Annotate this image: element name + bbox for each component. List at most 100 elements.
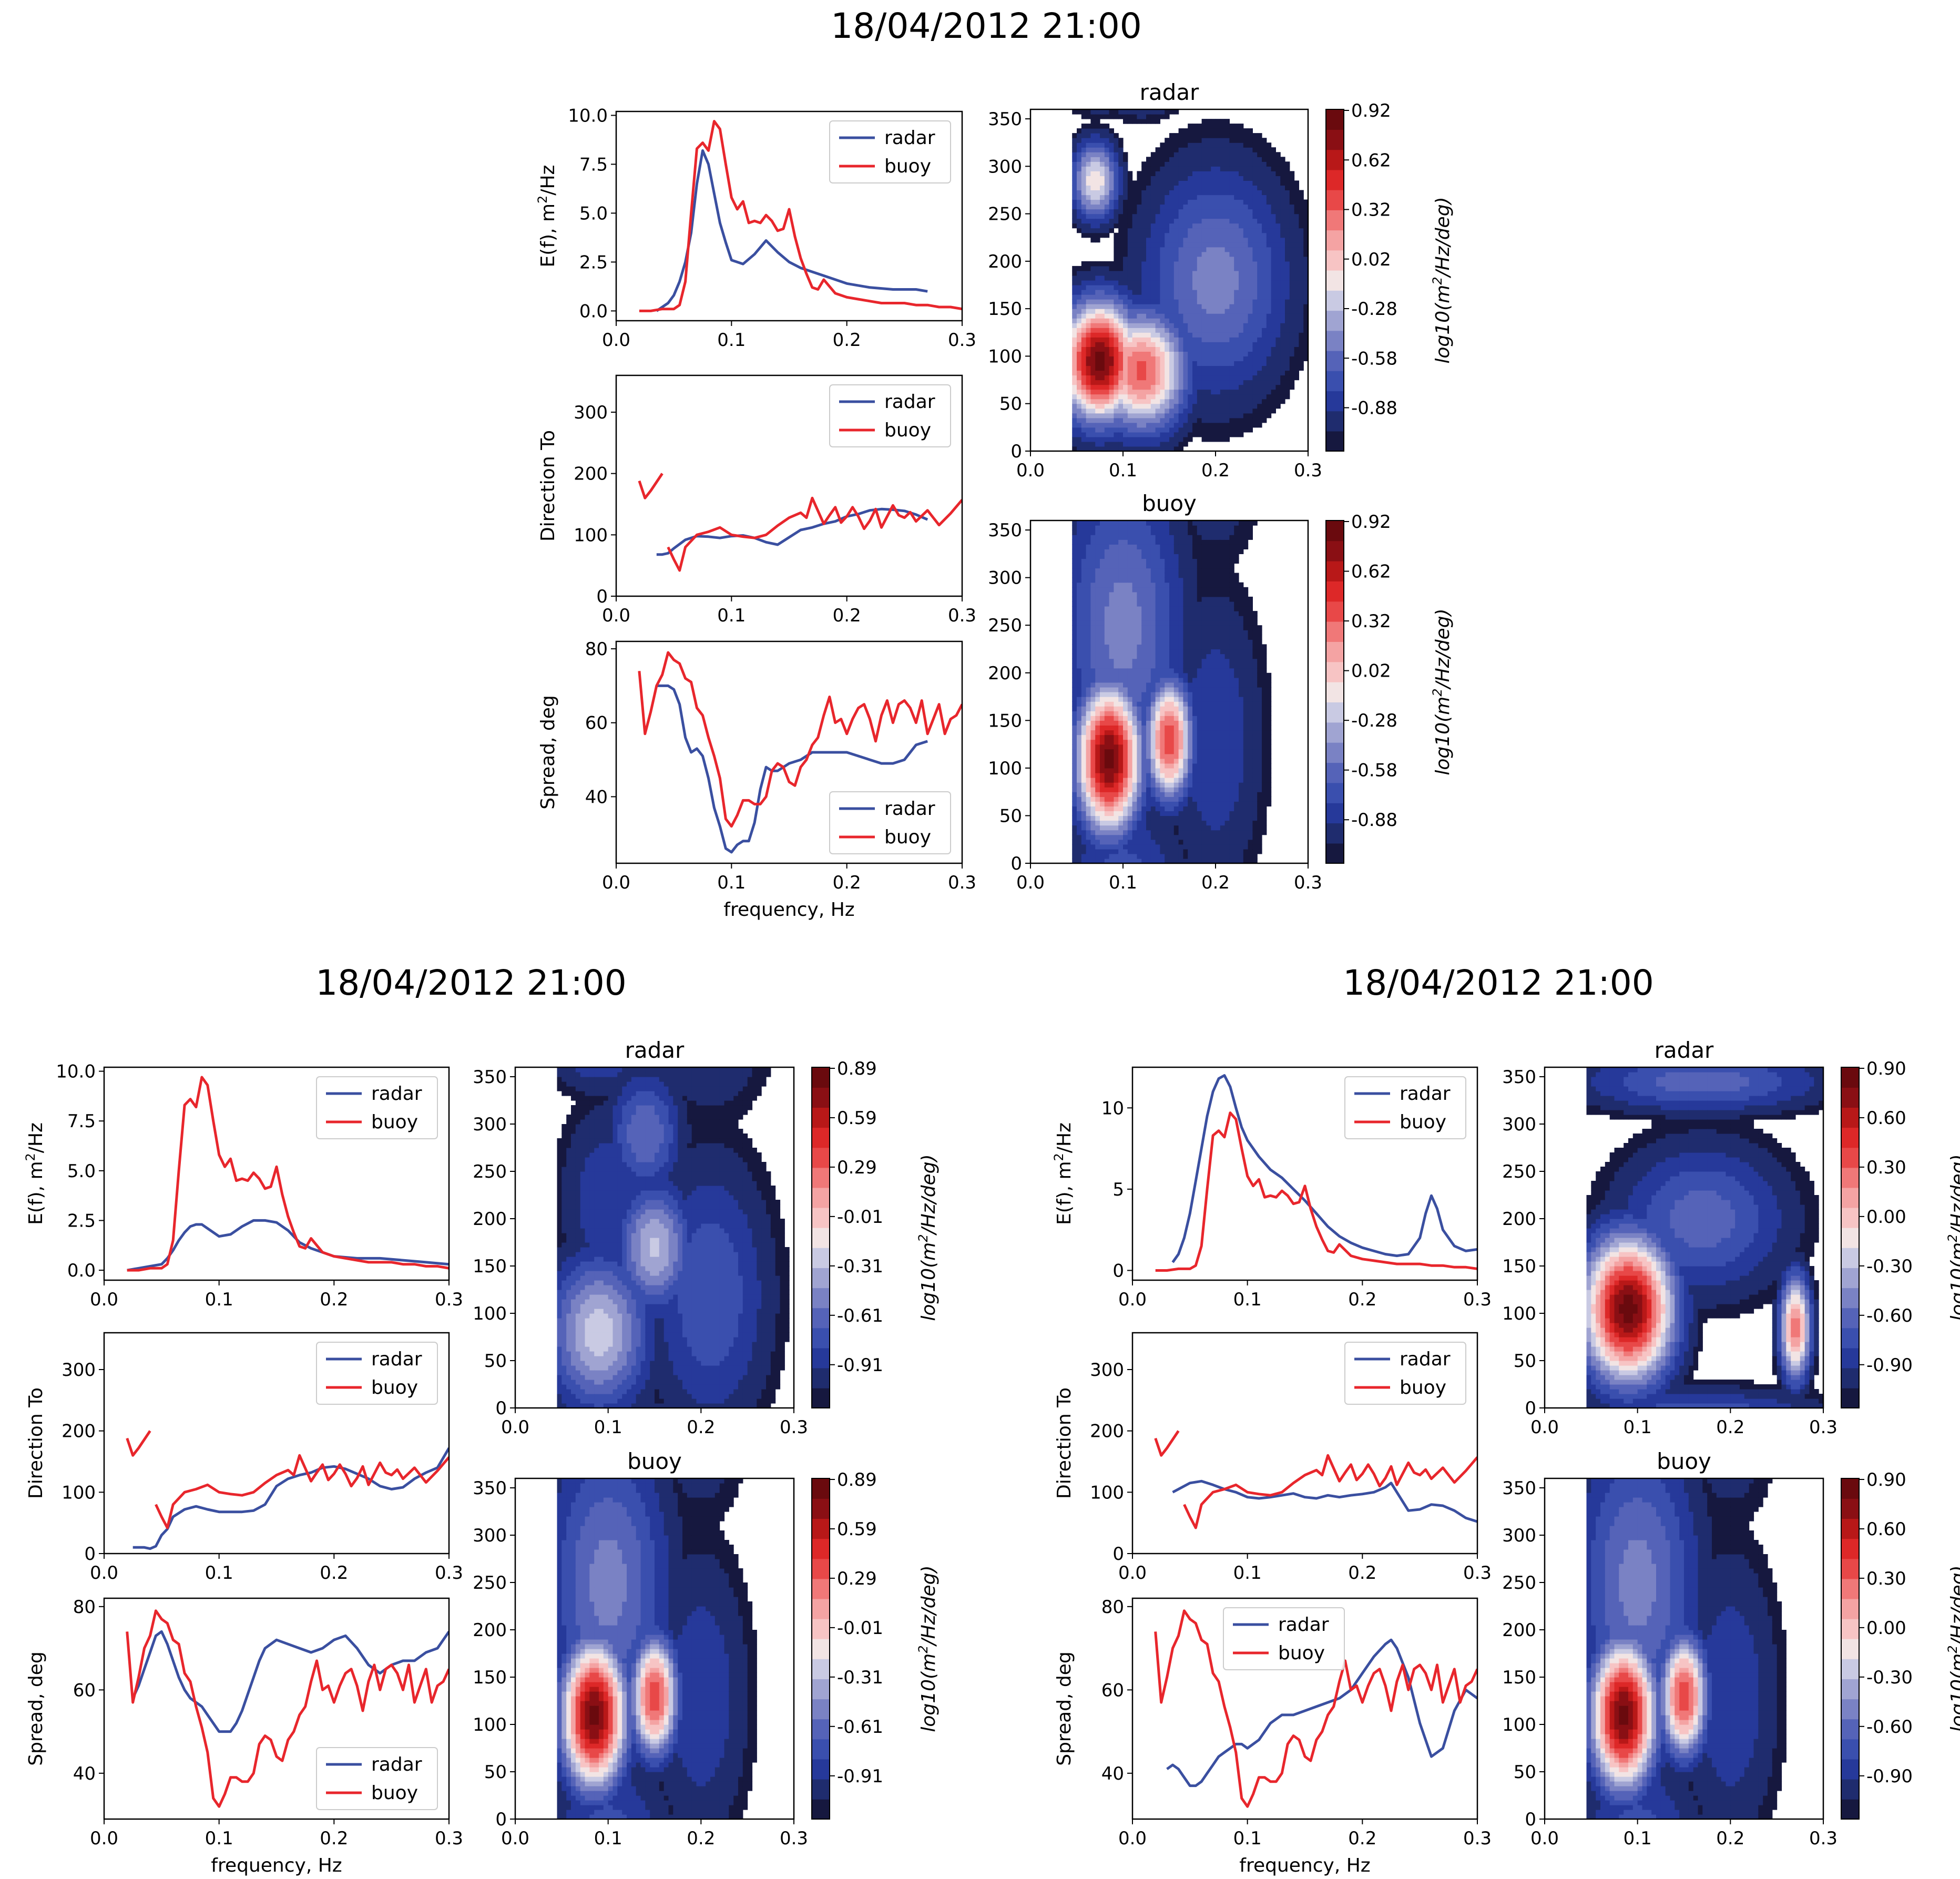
fig1-energy-ytick-label: 10.0 — [568, 105, 608, 126]
fig1-radar-map-cell — [1081, 318, 1087, 323]
fig1-buoy-map-cell — [1146, 635, 1151, 640]
fig1-radar-map-cell — [1132, 285, 1137, 290]
legend-buoy-label: buoy — [884, 420, 931, 441]
fig1-radar-map-cell — [1234, 213, 1239, 219]
fig1-buoy-map-cell — [1137, 744, 1142, 750]
fig1-radar-map-cell — [1095, 365, 1100, 371]
fig1-radar-map-cell — [1109, 223, 1114, 229]
fig1-buoy-map-cell — [1127, 639, 1133, 645]
fig1-buoy-map-cell — [1137, 858, 1142, 864]
fig1-radar-map-cell — [1220, 218, 1226, 224]
fig1-buoy-map-cell — [1077, 692, 1082, 697]
fig1-radar-map-cell — [1275, 195, 1281, 200]
fig1-radar-map-cell — [1303, 247, 1309, 252]
fig1-buoy-map-cell — [1137, 806, 1142, 811]
fig1-radar-map-cell — [1243, 213, 1249, 219]
fig1-buoy-map-cell — [1173, 611, 1179, 616]
fig1-radar-map-cell — [1160, 218, 1165, 224]
fig1-radar-map-cell — [1303, 232, 1309, 238]
fig1-radar-map-cell — [1114, 223, 1119, 229]
fig1-buoy-map-cell — [1086, 672, 1091, 678]
fig1-buoy-map-cell — [1114, 630, 1119, 635]
fig1-radar-map-cell — [1160, 309, 1165, 314]
fig1-radar-map-cell — [1109, 446, 1114, 452]
fig1-radar-map-ytick-label: 0 — [1010, 441, 1022, 462]
fig1-buoy-map-cell — [1155, 591, 1160, 597]
fig1-buoy-map-cell — [1118, 672, 1124, 678]
fig1-buoy-map-cell — [1155, 772, 1160, 778]
fig1-radar-map-cell — [1262, 290, 1267, 295]
fig1-buoy-map-cell — [1160, 677, 1165, 683]
fig1-radar-map-cell — [1234, 133, 1239, 138]
fig1-buoy-map-cell — [1118, 658, 1124, 664]
fig1-radar-map-cell — [1294, 346, 1299, 352]
fig1-radar-map-cell — [1262, 361, 1267, 366]
fig1-radar-map-cell — [1109, 389, 1114, 395]
fig1-buoy-map-cell — [1100, 558, 1105, 564]
fig1-radar-map-cell — [1127, 180, 1133, 186]
fig1-radar-map-cell — [1150, 280, 1156, 285]
fig1-radar-map-cell — [1188, 375, 1193, 381]
fig1-buoy-map-cell — [1100, 544, 1105, 549]
fig1-buoy-map-cell — [1086, 558, 1091, 564]
fig1-radar-map-cell — [1220, 290, 1226, 295]
fig1-radar-map-cell — [1104, 152, 1110, 157]
fig1-radar-map-cell — [1266, 332, 1272, 338]
fig1-buoy-map-cell — [1072, 716, 1077, 721]
fig1-buoy-map-cell — [1141, 554, 1147, 559]
fig1-radar-map-cell — [1206, 128, 1211, 134]
fig1-radar-map-cell — [1243, 147, 1249, 152]
fig1-radar-map-cell — [1294, 290, 1299, 295]
fig1-radar-map-cell — [1100, 328, 1105, 333]
fig1-buoy-map-cell — [1169, 768, 1175, 773]
fig1-buoy-map-cell — [1173, 839, 1179, 845]
fig1-radar-map-cell — [1234, 180, 1239, 186]
fig1-radar-map-cell — [1239, 361, 1244, 366]
fig1-radar-map-cell — [1280, 223, 1285, 229]
fig1-radar-map-cell — [1104, 195, 1110, 200]
fig1-radar-map-cell — [1275, 228, 1281, 233]
fig1-radar-map-cell — [1188, 422, 1193, 428]
fig1-buoy-map-cell — [1146, 716, 1151, 721]
fig1-radar-map-cell — [1299, 228, 1304, 233]
fig1-radar-map-cell — [1224, 299, 1230, 304]
fig1-buoy-map-cell — [1137, 520, 1142, 526]
fig1-buoy-map-cell — [1155, 830, 1160, 835]
fig1-radar-map-cell — [1165, 375, 1170, 381]
fig1-radar-map-cell — [1081, 290, 1087, 295]
colorbar-swatch — [1326, 411, 1344, 432]
fig1-buoy-map-cell — [1081, 606, 1087, 611]
fig1-radar-map-cell — [1132, 247, 1137, 252]
fig1-radar-map-cell — [1137, 323, 1142, 328]
fig1-radar-map-cell — [1090, 133, 1096, 138]
fig1-radar-map-cell — [1211, 290, 1216, 295]
fig1-radar-map-cell — [1146, 223, 1151, 229]
fig1-radar-map-cell — [1169, 427, 1175, 433]
fig1-radar-map-cell — [1220, 190, 1226, 196]
fig1-radar-map-cell — [1169, 109, 1175, 115]
fig1-buoy-map-cell — [1137, 697, 1142, 702]
fig1-radar-map-cell — [1169, 361, 1175, 366]
fig1-buoy-map-cell — [1160, 806, 1165, 811]
fig1-buoy-map-cell — [1095, 639, 1100, 645]
fig1-radar-map-cell — [1192, 265, 1198, 271]
fig1-radar-map-cell — [1280, 332, 1285, 338]
fig1-radar-map-cell — [1183, 265, 1188, 271]
fig1-radar-map-cell — [1095, 228, 1100, 233]
fig1-buoy-map-cell — [1118, 682, 1124, 688]
fig1-radar-map-cell — [1081, 446, 1087, 452]
fig1-buoy-map-cell — [1150, 620, 1156, 626]
fig1-radar-map-cell — [1303, 285, 1309, 290]
fig1-radar-map-cell — [1132, 275, 1137, 281]
fig1-radar-map-cell — [1100, 389, 1105, 395]
fig1-radar-map-cell — [1086, 147, 1091, 152]
fig1-radar-map-cell — [1201, 133, 1207, 138]
fig1-radar-map-cell — [1192, 157, 1198, 162]
fig1-direction-frame — [615, 374, 963, 597]
fig1-radar-map-cell — [1150, 109, 1156, 115]
fig1-radar-map-cell — [1095, 232, 1100, 238]
fig1-radar-map-cell — [1150, 275, 1156, 281]
fig1-radar-map-cell — [1146, 413, 1151, 418]
fig1-buoy-map-cell — [1127, 611, 1133, 616]
fig1-radar-map-cell — [1169, 318, 1175, 323]
